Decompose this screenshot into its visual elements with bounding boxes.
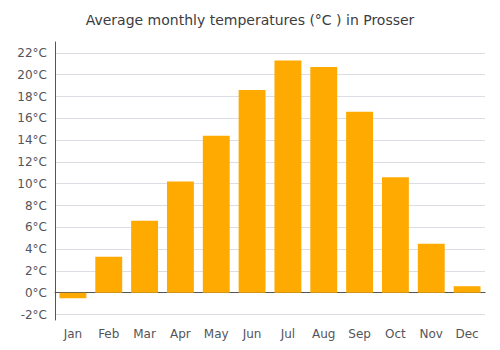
svg-text:20°C: 20°C — [17, 68, 47, 82]
svg-text:Nov: Nov — [420, 327, 443, 341]
svg-text:18°C: 18°C — [17, 90, 47, 104]
svg-text:14°C: 14°C — [17, 133, 47, 147]
svg-text:6°C: 6°C — [25, 220, 47, 234]
svg-text:4°C: 4°C — [25, 242, 47, 256]
svg-text:Aug: Aug — [312, 327, 335, 341]
svg-text:16°C: 16°C — [17, 111, 47, 125]
svg-text:Average monthly temperatures (: Average monthly temperatures (°C ) in Pr… — [86, 12, 415, 28]
svg-text:Sep: Sep — [348, 327, 371, 341]
svg-text:Jun: Jun — [242, 327, 262, 341]
svg-text:Feb: Feb — [98, 327, 119, 341]
svg-text:-2°C: -2°C — [21, 308, 47, 322]
svg-text:8°C: 8°C — [25, 199, 47, 213]
svg-text:2°C: 2°C — [25, 264, 47, 278]
svg-text:Dec: Dec — [455, 327, 478, 341]
svg-text:May: May — [204, 327, 229, 341]
svg-text:Jul: Jul — [280, 327, 295, 341]
svg-text:0°C: 0°C — [25, 286, 47, 300]
svg-text:10°C: 10°C — [17, 177, 47, 191]
svg-text:12°C: 12°C — [17, 155, 47, 169]
svg-text:Mar: Mar — [133, 327, 156, 341]
svg-text:Oct: Oct — [385, 327, 406, 341]
svg-text:Apr: Apr — [170, 327, 191, 341]
svg-text:22°C: 22°C — [17, 46, 47, 60]
svg-text:Jan: Jan — [63, 327, 83, 341]
